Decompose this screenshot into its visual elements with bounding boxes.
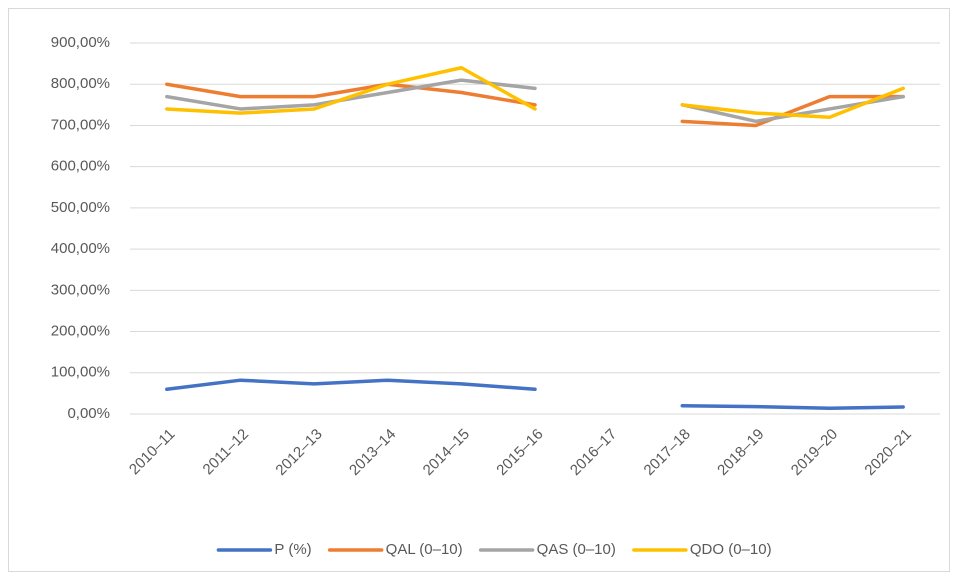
series-line [165, 65, 905, 119]
legend-label: QAS (0–10) [537, 541, 616, 558]
y-tick-label: 900,00% [51, 34, 110, 51]
y-tick-label: 100,00% [51, 364, 110, 381]
legend-label: QDO (0–10) [690, 541, 772, 558]
y-tick-label: 400,00% [51, 240, 110, 257]
y-tick-label: 800,00% [51, 75, 110, 92]
y-tick-label: 300,00% [51, 281, 110, 298]
series-line [165, 378, 905, 410]
y-tick-label: 0,00% [67, 405, 110, 422]
series-line [165, 82, 905, 128]
legend-label: P (%) [274, 541, 311, 558]
legend-label: QAL (0–10) [386, 541, 463, 558]
y-tick-label: 200,00% [51, 323, 110, 340]
y-tick-label: 500,00% [51, 199, 110, 216]
y-tick-label: 700,00% [51, 116, 110, 133]
y-tick-label: 600,00% [51, 158, 110, 175]
